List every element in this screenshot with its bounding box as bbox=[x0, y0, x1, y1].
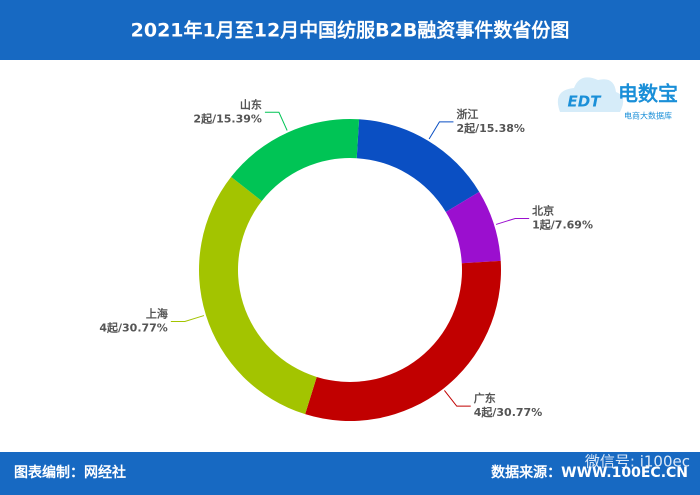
footer-bar bbox=[0, 452, 700, 495]
data-label: 2起/15.38% bbox=[456, 121, 525, 135]
logo: EDT 电数宝 电商大数据库 bbox=[557, 77, 678, 121]
data-label: 1起/7.69% bbox=[532, 217, 593, 231]
watermark: 微信号: i100ec bbox=[585, 453, 690, 471]
logo-name: 电数宝 bbox=[618, 82, 678, 106]
donut-slice bbox=[231, 119, 360, 201]
slice-name: 广东 bbox=[474, 391, 496, 405]
slice-name: 北京 bbox=[532, 203, 554, 217]
leader-line bbox=[170, 315, 205, 323]
footer-compiler: 图表编制：网经社 bbox=[14, 464, 126, 481]
leader-line bbox=[428, 121, 454, 140]
slice-name: 上海 bbox=[146, 307, 168, 321]
header-bar bbox=[0, 0, 700, 60]
leader-line bbox=[495, 217, 530, 225]
leader-line bbox=[264, 111, 288, 131]
data-label: 4起/30.77% bbox=[99, 321, 168, 335]
data-label: 4起/30.77% bbox=[474, 405, 543, 419]
logo-cloud bbox=[557, 77, 624, 112]
footer-source: 数据来源：WWW.100EC.CN bbox=[491, 464, 688, 481]
chart-title: 2021年1月至12月中国纺服B2B融资事件数省份图 bbox=[131, 19, 570, 42]
donut-slice bbox=[198, 176, 317, 415]
leader-line bbox=[444, 390, 471, 407]
slice-name: 山东 bbox=[240, 97, 262, 111]
donut-slice bbox=[445, 191, 501, 264]
donut-slice bbox=[356, 119, 480, 213]
data-label: 2起/15.39% bbox=[193, 111, 262, 125]
donut-slice bbox=[305, 260, 501, 421]
logo-tagline: 电商大数据库 bbox=[624, 111, 672, 121]
logo-mark: EDT bbox=[568, 93, 603, 111]
slice-name: 浙江 bbox=[456, 107, 478, 121]
